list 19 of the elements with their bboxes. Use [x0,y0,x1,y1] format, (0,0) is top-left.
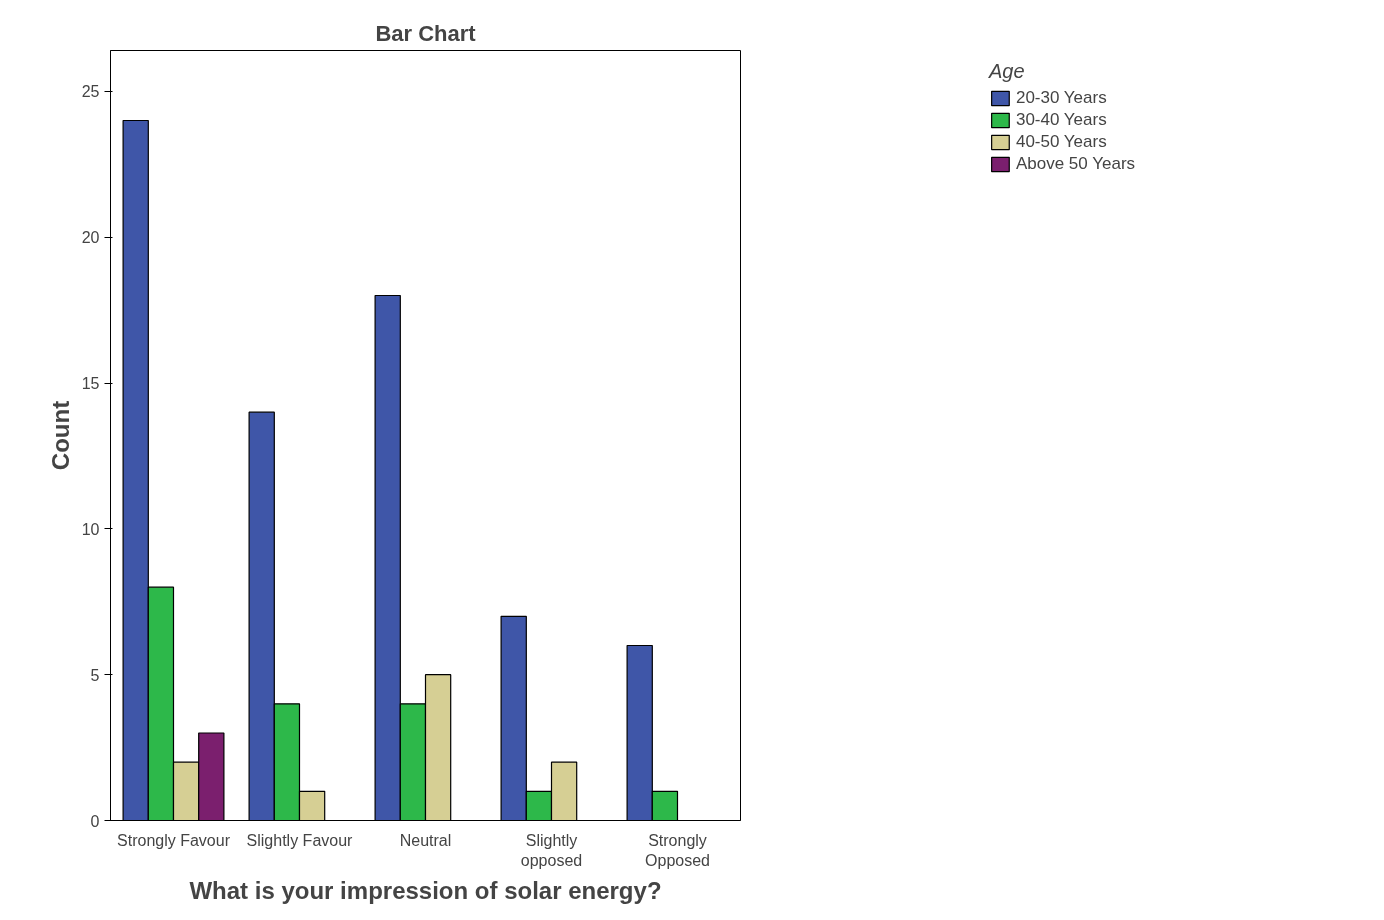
y-tick-label: 20 [81,229,100,247]
legend-label: 40-50 Years [1015,132,1107,152]
x-tick-label: Slightly opposed [520,831,583,869]
x-tick-label: Slightly Favour [246,831,354,849]
y-tick-label: 10 [81,520,100,538]
x-tick-label: Strongly Favour [117,831,231,849]
y-tick-label: 25 [81,83,100,101]
legend-label: 20-30 Years [1015,88,1107,108]
y-tick-label: 5 [90,666,100,684]
y-axis-title: Count [46,400,74,471]
y-tick-label: 0 [90,812,100,830]
legend-label: Above 50 Years [1015,154,1136,174]
legend-label: 30-40 Years [1015,110,1107,130]
x-tick-label: Neutral [399,831,452,849]
legend-title: Age [988,60,1026,83]
x-axis-title: What is your impression of solar energy? [189,876,662,904]
y-tick-label: 15 [81,375,100,392]
x-tick-label: Strongly Opposed [645,831,710,869]
chart-title: Bar Chart [375,20,477,46]
